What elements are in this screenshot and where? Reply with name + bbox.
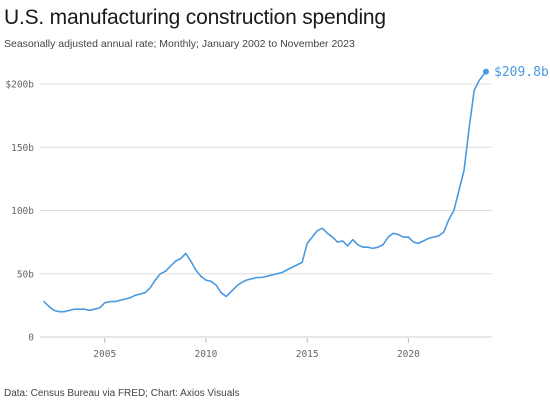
chart-title: U.S. manufacturing construction spending — [4, 6, 386, 29]
x-tick-label: 2005 — [93, 349, 116, 360]
x-axis-ticks: 2005 2010 2015 2020 — [93, 338, 420, 360]
series-line — [43, 70, 487, 313]
x-tick-label: 2015 — [296, 349, 319, 360]
y-tick-label: $200b — [5, 80, 34, 91]
y-tick-label: 100b — [11, 206, 34, 217]
chart-source: Data: Census Bureau via FRED; Chart: Axi… — [4, 388, 240, 399]
y-tick-label: 150b — [11, 143, 34, 154]
series-end-point — [483, 68, 489, 75]
chart-subtitle: Seasonally adjusted annual rate; Monthly… — [4, 38, 355, 50]
x-tick-label: 2010 — [195, 349, 218, 360]
y-tick-label: 50b — [17, 269, 34, 280]
series-end-label: $209.8b — [494, 65, 549, 80]
y-axis-ticks: 0 50b 100b 150b $200b — [5, 80, 34, 344]
y-tick-label: 0 — [28, 333, 34, 344]
x-tick-label: 2020 — [397, 349, 420, 360]
gridlines — [40, 83, 492, 338]
series-layer: $209.8b — [43, 65, 549, 313]
